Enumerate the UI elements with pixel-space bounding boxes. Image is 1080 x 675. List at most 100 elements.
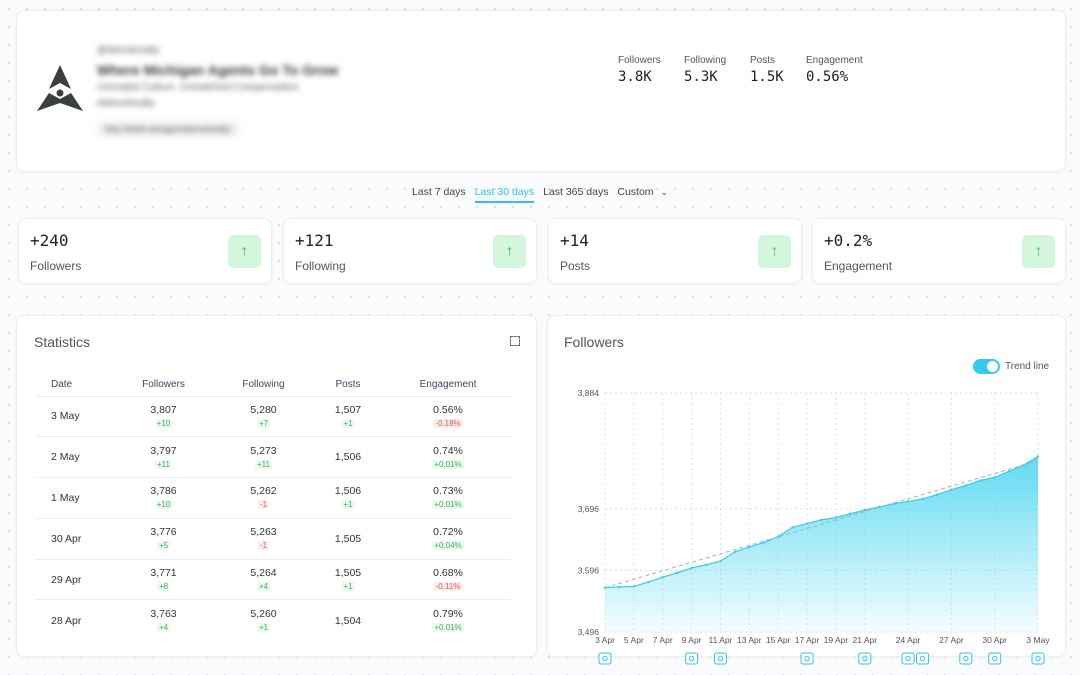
cell-delta: +11: [255, 459, 272, 469]
profile-tagline: Unrivaled Culture. Unmatched Compensatio…: [97, 82, 301, 93]
post-marker-dot: [963, 655, 969, 662]
stat-label: Followers: [618, 55, 661, 66]
column-header-following[interactable]: Following: [242, 379, 285, 391]
range-last-7-days[interactable]: Last 7 days: [411, 186, 466, 198]
data-point: [906, 500, 910, 503]
table-row: 28 Apr 3,763 +4 5,260 +1 1,504 0.79% +0.01%: [35, 599, 511, 641]
table-header-row: Date Followers Following Posts Engagemen…: [35, 374, 511, 396]
post-marker-icon[interactable]: [713, 652, 727, 665]
post-marker-icon[interactable]: [685, 652, 699, 665]
data-point: [1036, 455, 1040, 458]
post-marker-icon[interactable]: [916, 652, 930, 665]
kpi-card-posts: +14 Posts ↑: [548, 218, 802, 284]
profile-link[interactable]: http://linktr.ee/agentdetroitrealty: [97, 121, 239, 137]
table-cell-date: 2 May: [35, 436, 111, 478]
table-cell-posts: 1,506: [311, 436, 385, 478]
trend-line-toggle[interactable]: [973, 359, 1000, 374]
post-marker-dot: [862, 655, 868, 662]
data-point: [618, 585, 621, 589]
range-last-365-days[interactable]: Last 365 days: [543, 186, 609, 198]
data-point: [632, 585, 636, 588]
kpi-card-followers: +240 Followers ↑: [18, 218, 272, 284]
post-marker-dot: [717, 655, 724, 662]
x-tick-label: 24 Apr: [896, 635, 921, 645]
data-point: [820, 518, 823, 522]
cell-delta: +10: [154, 418, 173, 428]
post-marker-icon[interactable]: [959, 652, 973, 665]
post-marker-dot: [905, 655, 911, 662]
post-marker-icon[interactable]: [988, 652, 1002, 665]
table-cell-following: 5,280 +7: [216, 395, 311, 437]
data-point: [690, 566, 693, 570]
post-marker-icon[interactable]: [858, 652, 872, 665]
column-header-posts[interactable]: Posts: [335, 379, 361, 391]
kpi-value: +240: [30, 231, 69, 250]
y-tick-label: 3,596: [578, 565, 600, 575]
cell-delta: +1: [341, 418, 355, 428]
data-point: [762, 541, 765, 544]
data-point: [647, 580, 650, 584]
post-marker-icon[interactable]: [901, 652, 915, 665]
post-marker-icon[interactable]: [1031, 652, 1045, 665]
column-header-followers[interactable]: Followers: [142, 379, 185, 391]
kpi-label: Posts: [560, 259, 591, 273]
cell-value: 1,504: [334, 614, 362, 627]
post-marker-dot: [804, 655, 810, 662]
stat-label: Posts: [750, 55, 776, 66]
cell-value: 1,505: [334, 532, 362, 545]
cell-value: 0.73%: [433, 485, 463, 498]
cell-value: 0.72%: [433, 526, 463, 539]
arrow-up-icon: ↑: [228, 235, 261, 268]
data-point: [719, 559, 722, 563]
data-point: [849, 512, 852, 515]
cell-delta: +1: [341, 500, 355, 510]
x-tick-label: 5 Apr: [624, 635, 644, 645]
post-marker-icon[interactable]: [800, 652, 814, 665]
followers-area: [605, 456, 1038, 632]
table-row: 30 Apr 3,776 +5 5,263 -1 1,505 0.72% +0.04%: [35, 517, 511, 560]
column-header-date[interactable]: Date: [51, 379, 73, 391]
data-point: [1007, 470, 1011, 473]
column-header-engagement[interactable]: Engagement: [419, 379, 477, 391]
expand-icon[interactable]: [510, 336, 520, 346]
cell-value: 3,807: [150, 403, 177, 416]
table-cell-followers: 3,776 +5: [111, 517, 216, 560]
cell-value: 0.68%: [433, 567, 463, 580]
table-row: 2 May 3,797 +11 5,273 +11 1,506 0.74% +0.01%: [35, 436, 511, 478]
post-marker-dot: [602, 655, 608, 662]
cell-value: 3,797: [150, 444, 177, 457]
range-custom-dropdown[interactable]: Custom ⌄: [617, 186, 668, 201]
table-cell-following: 5,263 -1: [216, 517, 311, 560]
post-marker-dot: [992, 655, 998, 662]
cell-delta: +8: [156, 582, 171, 592]
table-row: 1 May 3,786 +10 5,262 -1 1,506 +1 0.73% +0.01%: [35, 477, 511, 519]
post-marker-icon[interactable]: [598, 652, 612, 665]
cell-value: 1,507: [334, 403, 362, 416]
cell-delta: +7: [256, 418, 271, 428]
cell-delta: +10: [154, 500, 173, 510]
table-cell-followers: 3,763 +4: [111, 599, 216, 641]
cell-value: 1,505: [334, 567, 362, 580]
y-tick-label: 3,496: [578, 627, 600, 637]
profile-card: @detroitrealty Where Michigan Agents Go …: [16, 10, 1066, 172]
data-point: [675, 571, 679, 575]
arrow-up-icon: ↑: [1022, 235, 1055, 268]
table-cell-posts: 1,505: [311, 517, 385, 560]
stat-value: 5.3K: [684, 69, 718, 85]
data-point: [921, 497, 924, 501]
data-point: [979, 479, 982, 482]
profile-handle: @detroitrealty: [97, 45, 160, 56]
table-cell-followers: 3,771 +8: [111, 558, 216, 600]
table-cell-engagement: 0.72% +0.04%: [385, 517, 511, 560]
range-last-30-days[interactable]: Last 30 days: [474, 186, 535, 203]
cell-value: 1 May: [51, 491, 80, 504]
y-tick-label: 3,696: [578, 504, 600, 514]
table-cell-posts: 1,504: [311, 599, 385, 641]
x-tick-label: 11 Apr: [708, 635, 732, 645]
data-point: [964, 484, 968, 487]
cell-delta: +0.01%: [432, 459, 464, 469]
table-cell-date: 30 Apr: [35, 517, 111, 560]
range-custom-label: Custom: [617, 186, 654, 198]
cell-value: 3,771: [150, 567, 177, 580]
